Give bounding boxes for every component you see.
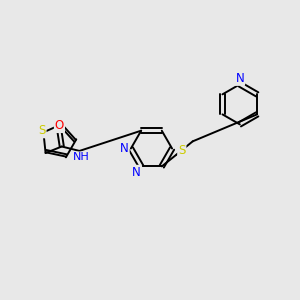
Text: N: N xyxy=(120,142,129,155)
Text: S: S xyxy=(178,144,185,157)
Text: O: O xyxy=(55,119,64,132)
Text: N: N xyxy=(132,166,141,179)
Text: N: N xyxy=(236,72,244,85)
Text: NH: NH xyxy=(73,152,89,162)
Text: S: S xyxy=(38,124,46,137)
